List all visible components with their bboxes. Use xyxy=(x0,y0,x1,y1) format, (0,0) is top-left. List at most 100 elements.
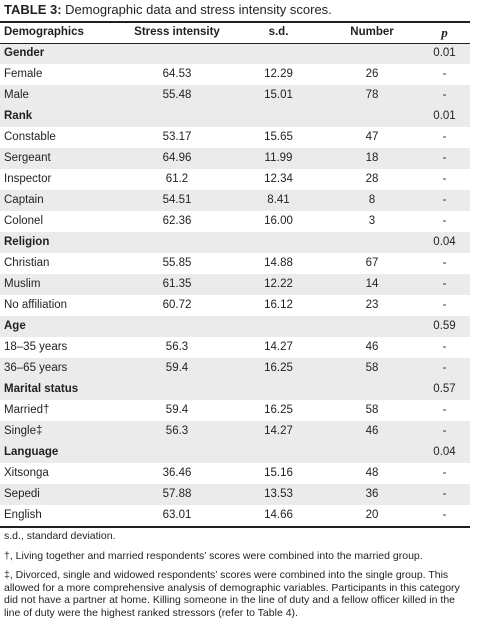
sd-value: 12.29 xyxy=(264,68,293,80)
group-row: Age 0.59 xyxy=(0,316,470,337)
row-label: Captain xyxy=(0,190,118,211)
p-value: - xyxy=(442,509,447,521)
sd-value: 16.25 xyxy=(264,404,293,416)
row-label: Sergeant xyxy=(0,148,118,169)
stress-intensity-value: 54.51 xyxy=(118,190,236,211)
row-label: Inspector xyxy=(4,173,52,185)
sd-value: 15.01 xyxy=(236,85,321,106)
sd-value: 16.25 xyxy=(236,358,321,379)
header-stress-intensity: Stress intensity xyxy=(134,26,220,38)
number-value: 14 xyxy=(321,274,423,295)
bottom-rule xyxy=(0,526,470,528)
table-row: Christian 55.85 14.88 67 - xyxy=(0,253,470,274)
number-value: 20 xyxy=(365,509,379,521)
stress-intensity-value: 61.35 xyxy=(118,274,236,295)
header-demographics: Demographics xyxy=(4,26,84,38)
stress-intensity-value: 36.46 xyxy=(162,467,192,479)
sd-value: 11.99 xyxy=(236,148,321,169)
stress-intensity-value: 63.01 xyxy=(162,509,192,521)
footnote-dagger: †, Living together and married responden… xyxy=(4,549,423,562)
group-p-value: 0.01 xyxy=(423,43,470,64)
table-footnotes: s.d., standard deviation. †, Living toge… xyxy=(4,530,466,626)
footnote-sd: s.d., standard deviation. xyxy=(4,530,116,542)
row-label: Xitsonga xyxy=(4,467,49,479)
group-p-value: 0.04 xyxy=(423,442,470,463)
number-value: 46 xyxy=(321,421,423,442)
sd-value: 14.66 xyxy=(264,509,293,521)
number-value: 48 xyxy=(365,467,379,479)
group-row: Marital status 0.57 xyxy=(0,379,470,400)
row-label: English xyxy=(4,509,42,521)
row-label: Married† xyxy=(4,404,50,416)
table-row: No affiliation 60.72 16.12 23 - xyxy=(0,295,470,316)
p-value: - xyxy=(423,190,470,211)
p-value: - xyxy=(442,467,447,479)
number-value: 78 xyxy=(321,85,423,106)
sd-value: 14.27 xyxy=(236,421,321,442)
group-label: Rank xyxy=(0,106,118,127)
group-label: Age xyxy=(0,316,118,337)
sd-value: 13.53 xyxy=(236,484,321,505)
table-row: Captain 54.51 8.41 8- xyxy=(0,190,470,211)
table-caption-text: Demographic data and stress intensity sc… xyxy=(61,2,332,17)
table-row: Xitsonga 36.46 15.16 48 - xyxy=(0,463,470,484)
header-p: p xyxy=(441,25,448,40)
row-label: No affiliation xyxy=(4,299,68,311)
number-value: 58 xyxy=(365,404,379,416)
sd-value: 14.88 xyxy=(264,257,293,269)
stress-intensity-value: 64.96 xyxy=(118,148,236,169)
group-label: Language xyxy=(0,442,118,463)
p-value: - xyxy=(442,341,447,353)
table-row: Muslim 61.35 12.22 14- xyxy=(0,274,470,295)
stress-intensity-value: 62.36 xyxy=(162,215,192,227)
sd-value: 12.34 xyxy=(264,173,293,185)
p-value: - xyxy=(423,484,470,505)
number-value: 67 xyxy=(365,257,379,269)
stress-intensity-value: 61.2 xyxy=(165,173,189,185)
row-label: 36–65 years xyxy=(0,358,118,379)
row-label: Christian xyxy=(4,257,50,269)
stress-intensity-value: 53.17 xyxy=(162,131,192,143)
group-p-value: 0.59 xyxy=(423,316,470,337)
stress-intensity-value: 56.3 xyxy=(165,341,189,353)
number-value: 8 xyxy=(321,190,423,211)
p-value: - xyxy=(442,131,447,143)
p-value: - xyxy=(442,404,447,416)
group-row: Rank 0.01 xyxy=(0,106,470,127)
group-row: Religion 0.04 xyxy=(0,232,470,253)
row-label: Female xyxy=(4,68,43,80)
table-row: Male 55.48 15.01 78- xyxy=(0,85,470,106)
header-sd: s.d. xyxy=(268,26,289,38)
top-rule xyxy=(0,21,470,23)
table-row: Constable 53.17 15.65 47 - xyxy=(0,127,470,148)
demographics-table: Demographics Stress intensity s.d. Numbe… xyxy=(0,22,470,526)
stress-intensity-value: 55.85 xyxy=(162,257,192,269)
row-label: Single‡ xyxy=(0,421,118,442)
sd-value: 15.16 xyxy=(264,467,293,479)
row-label: Sepedi xyxy=(0,484,118,505)
table-row: Inspector 61.2 12.34 28 - xyxy=(0,169,470,190)
number-value: 3 xyxy=(368,215,376,227)
group-label: Gender xyxy=(0,43,118,64)
number-value: 28 xyxy=(365,173,379,185)
sd-value: 16.00 xyxy=(264,215,293,227)
table-body: Gender 0.01 Female 64.53 12.29 26- Male 55.48 15… xyxy=(0,43,470,526)
stress-intensity-value: 64.53 xyxy=(162,68,192,80)
table-row: Single‡ 56.3 14.27 46- xyxy=(0,421,470,442)
stress-intensity-value: 57.88 xyxy=(118,484,236,505)
stress-intensity-value: 59.4 xyxy=(165,404,189,416)
table-caption-label: TABLE 3: xyxy=(4,2,62,17)
sd-value: 12.22 xyxy=(236,274,321,295)
table-row: Colonel 62.36 16.00 3 - xyxy=(0,211,470,232)
table-row: 36–65 years 59.4 16.25 58- xyxy=(0,358,470,379)
number-value: 46 xyxy=(365,341,379,353)
p-value: - xyxy=(442,257,447,269)
group-row: Language 0.04 xyxy=(0,442,470,463)
number-value: 58 xyxy=(321,358,423,379)
group-label: Marital status xyxy=(0,379,118,400)
footnote-double-dagger: ‡, Divorced, single and widowed responde… xyxy=(4,569,460,619)
number-value: 47 xyxy=(365,131,379,143)
table-row: Married† 59.4 16.25 58 - xyxy=(0,400,470,421)
header-number: Number xyxy=(350,26,394,38)
